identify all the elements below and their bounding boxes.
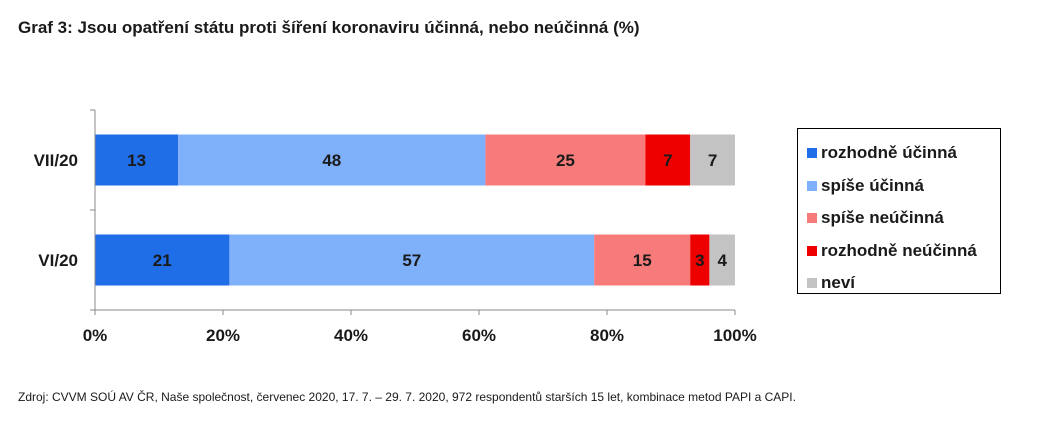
legend-label: rozhodně neúčinná <box>821 240 977 260</box>
category-label: VII/20 <box>34 151 78 170</box>
chart-title: Graf 3: Jsou opatření státu proti šíření… <box>18 18 640 37</box>
legend-swatch <box>807 278 817 289</box>
bar-segment <box>709 234 735 286</box>
legend-item: rozhodně účinná <box>807 137 1000 170</box>
legend-label: neví <box>821 273 856 293</box>
x-tick-label: 0% <box>83 326 108 345</box>
data-label: 13 <box>127 151 146 170</box>
source-note: Zdroj: CVVM SOÚ AV ČR, Naše společnost, … <box>18 390 796 404</box>
legend-label: rozhodně účinná <box>821 143 957 163</box>
bar-segment <box>229 234 595 286</box>
legend-swatch <box>807 148 817 159</box>
x-tick-label: 20% <box>206 326 240 345</box>
legend-label: spíše účinná <box>821 175 924 195</box>
x-tick-label: 100% <box>713 326 756 345</box>
data-label: 3 <box>695 251 704 270</box>
bar-segment <box>690 134 735 186</box>
legend-item: rozhodně neúčinná <box>807 235 1000 268</box>
bar-segment <box>95 234 230 286</box>
x-tick-label: 40% <box>334 326 368 345</box>
bar-segment <box>178 134 486 186</box>
legend-swatch <box>807 213 817 224</box>
x-tick-label: 80% <box>590 326 624 345</box>
legend-item: spíše účinná <box>807 170 1000 203</box>
data-label: 7 <box>663 151 672 170</box>
data-label: 21 <box>153 251 172 270</box>
chart-legend: rozhodně účinná spíše účinná spíše neúči… <box>797 128 1001 294</box>
bar-segment <box>690 234 710 286</box>
bar-segment <box>594 234 691 286</box>
data-label: 48 <box>322 151 341 170</box>
data-label: 25 <box>556 151 575 170</box>
data-label: 15 <box>633 251 652 270</box>
legend-label: spíše neúčinná <box>821 208 944 228</box>
bar-segment <box>645 134 691 186</box>
bar-segment <box>485 134 646 186</box>
legend-item: neví <box>807 267 1000 300</box>
x-tick-label: 60% <box>462 326 496 345</box>
category-label: VI/20 <box>38 251 78 270</box>
legend-swatch <box>807 180 817 191</box>
legend-item: spíše neúčinná <box>807 202 1000 235</box>
data-label: 7 <box>708 151 717 170</box>
bar-segment <box>95 134 179 186</box>
data-label: 4 <box>717 251 727 270</box>
legend-swatch <box>807 245 817 256</box>
data-label: 57 <box>402 251 421 270</box>
